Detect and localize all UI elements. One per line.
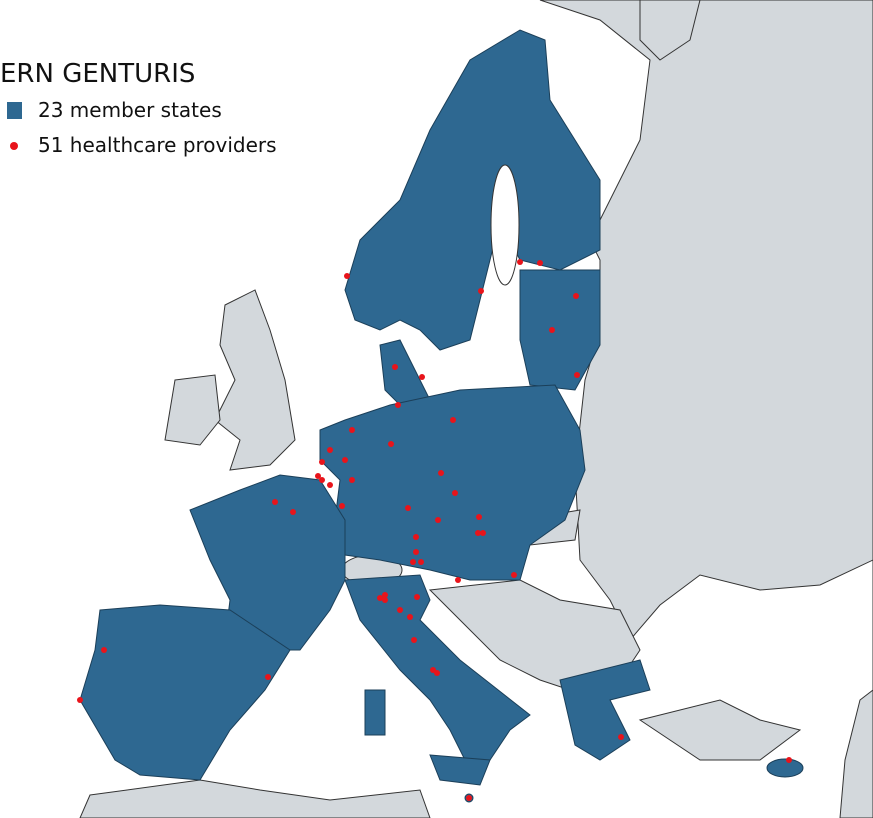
provider-dot: [549, 327, 555, 333]
provider-dot: [377, 595, 383, 601]
provider-dot: [452, 490, 458, 496]
provider-dot: [435, 517, 441, 523]
provider-dot: [349, 427, 355, 433]
provider-dot: [466, 795, 472, 801]
provider-dot: [419, 374, 425, 380]
provider-dot: [349, 477, 355, 483]
provider-dot: [511, 572, 517, 578]
provider-dot: [395, 402, 401, 408]
legend-label: 51 healthcare providers: [38, 133, 277, 157]
provider-dot: [407, 614, 413, 620]
legend-title: ERN GENTURIS: [0, 59, 195, 89]
provider-dot: [315, 473, 321, 479]
provider-dot: [265, 674, 271, 680]
provider-dot: [517, 259, 523, 265]
provider-dot: [480, 530, 486, 536]
provider-dot: [434, 670, 440, 676]
provider-dot: [77, 697, 83, 703]
provider-dot: [327, 482, 333, 488]
legend-dot: [10, 142, 18, 150]
provider-dot: [450, 417, 456, 423]
provider-dots: [77, 259, 792, 801]
provider-dot: [339, 503, 345, 509]
provider-dot: [418, 559, 424, 565]
provider-dot: [413, 534, 419, 540]
provider-dot: [411, 637, 417, 643]
provider-dot: [573, 293, 579, 299]
provider-dot: [342, 457, 348, 463]
provider-dot: [455, 577, 461, 583]
provider-dot: [410, 559, 416, 565]
provider-dot: [786, 757, 792, 763]
provider-dot: [397, 607, 403, 613]
provider-dot: [392, 364, 398, 370]
non-member-land: [79, 0, 873, 818]
provider-dot: [475, 530, 481, 536]
provider-dot: [290, 509, 296, 515]
provider-dot: [414, 594, 420, 600]
provider-dot: [478, 288, 484, 294]
provider-dot: [327, 447, 333, 453]
provider-dot: [574, 372, 580, 378]
provider-dot: [319, 477, 325, 483]
provider-dot: [413, 549, 419, 555]
provider-dot: [344, 273, 350, 279]
legend-swatch: [7, 102, 22, 119]
provider-dot: [618, 734, 624, 740]
provider-dot: [388, 441, 394, 447]
provider-dot: [101, 647, 107, 653]
provider-dot: [537, 260, 543, 266]
provider-dot: [438, 470, 444, 476]
provider-dot: [382, 592, 388, 598]
provider-dot: [272, 499, 278, 505]
provider-dot: [382, 597, 388, 603]
provider-dot: [476, 514, 482, 520]
provider-dot: [405, 505, 411, 511]
legend-label: 23 member states: [38, 98, 222, 122]
provider-dot: [319, 459, 325, 465]
